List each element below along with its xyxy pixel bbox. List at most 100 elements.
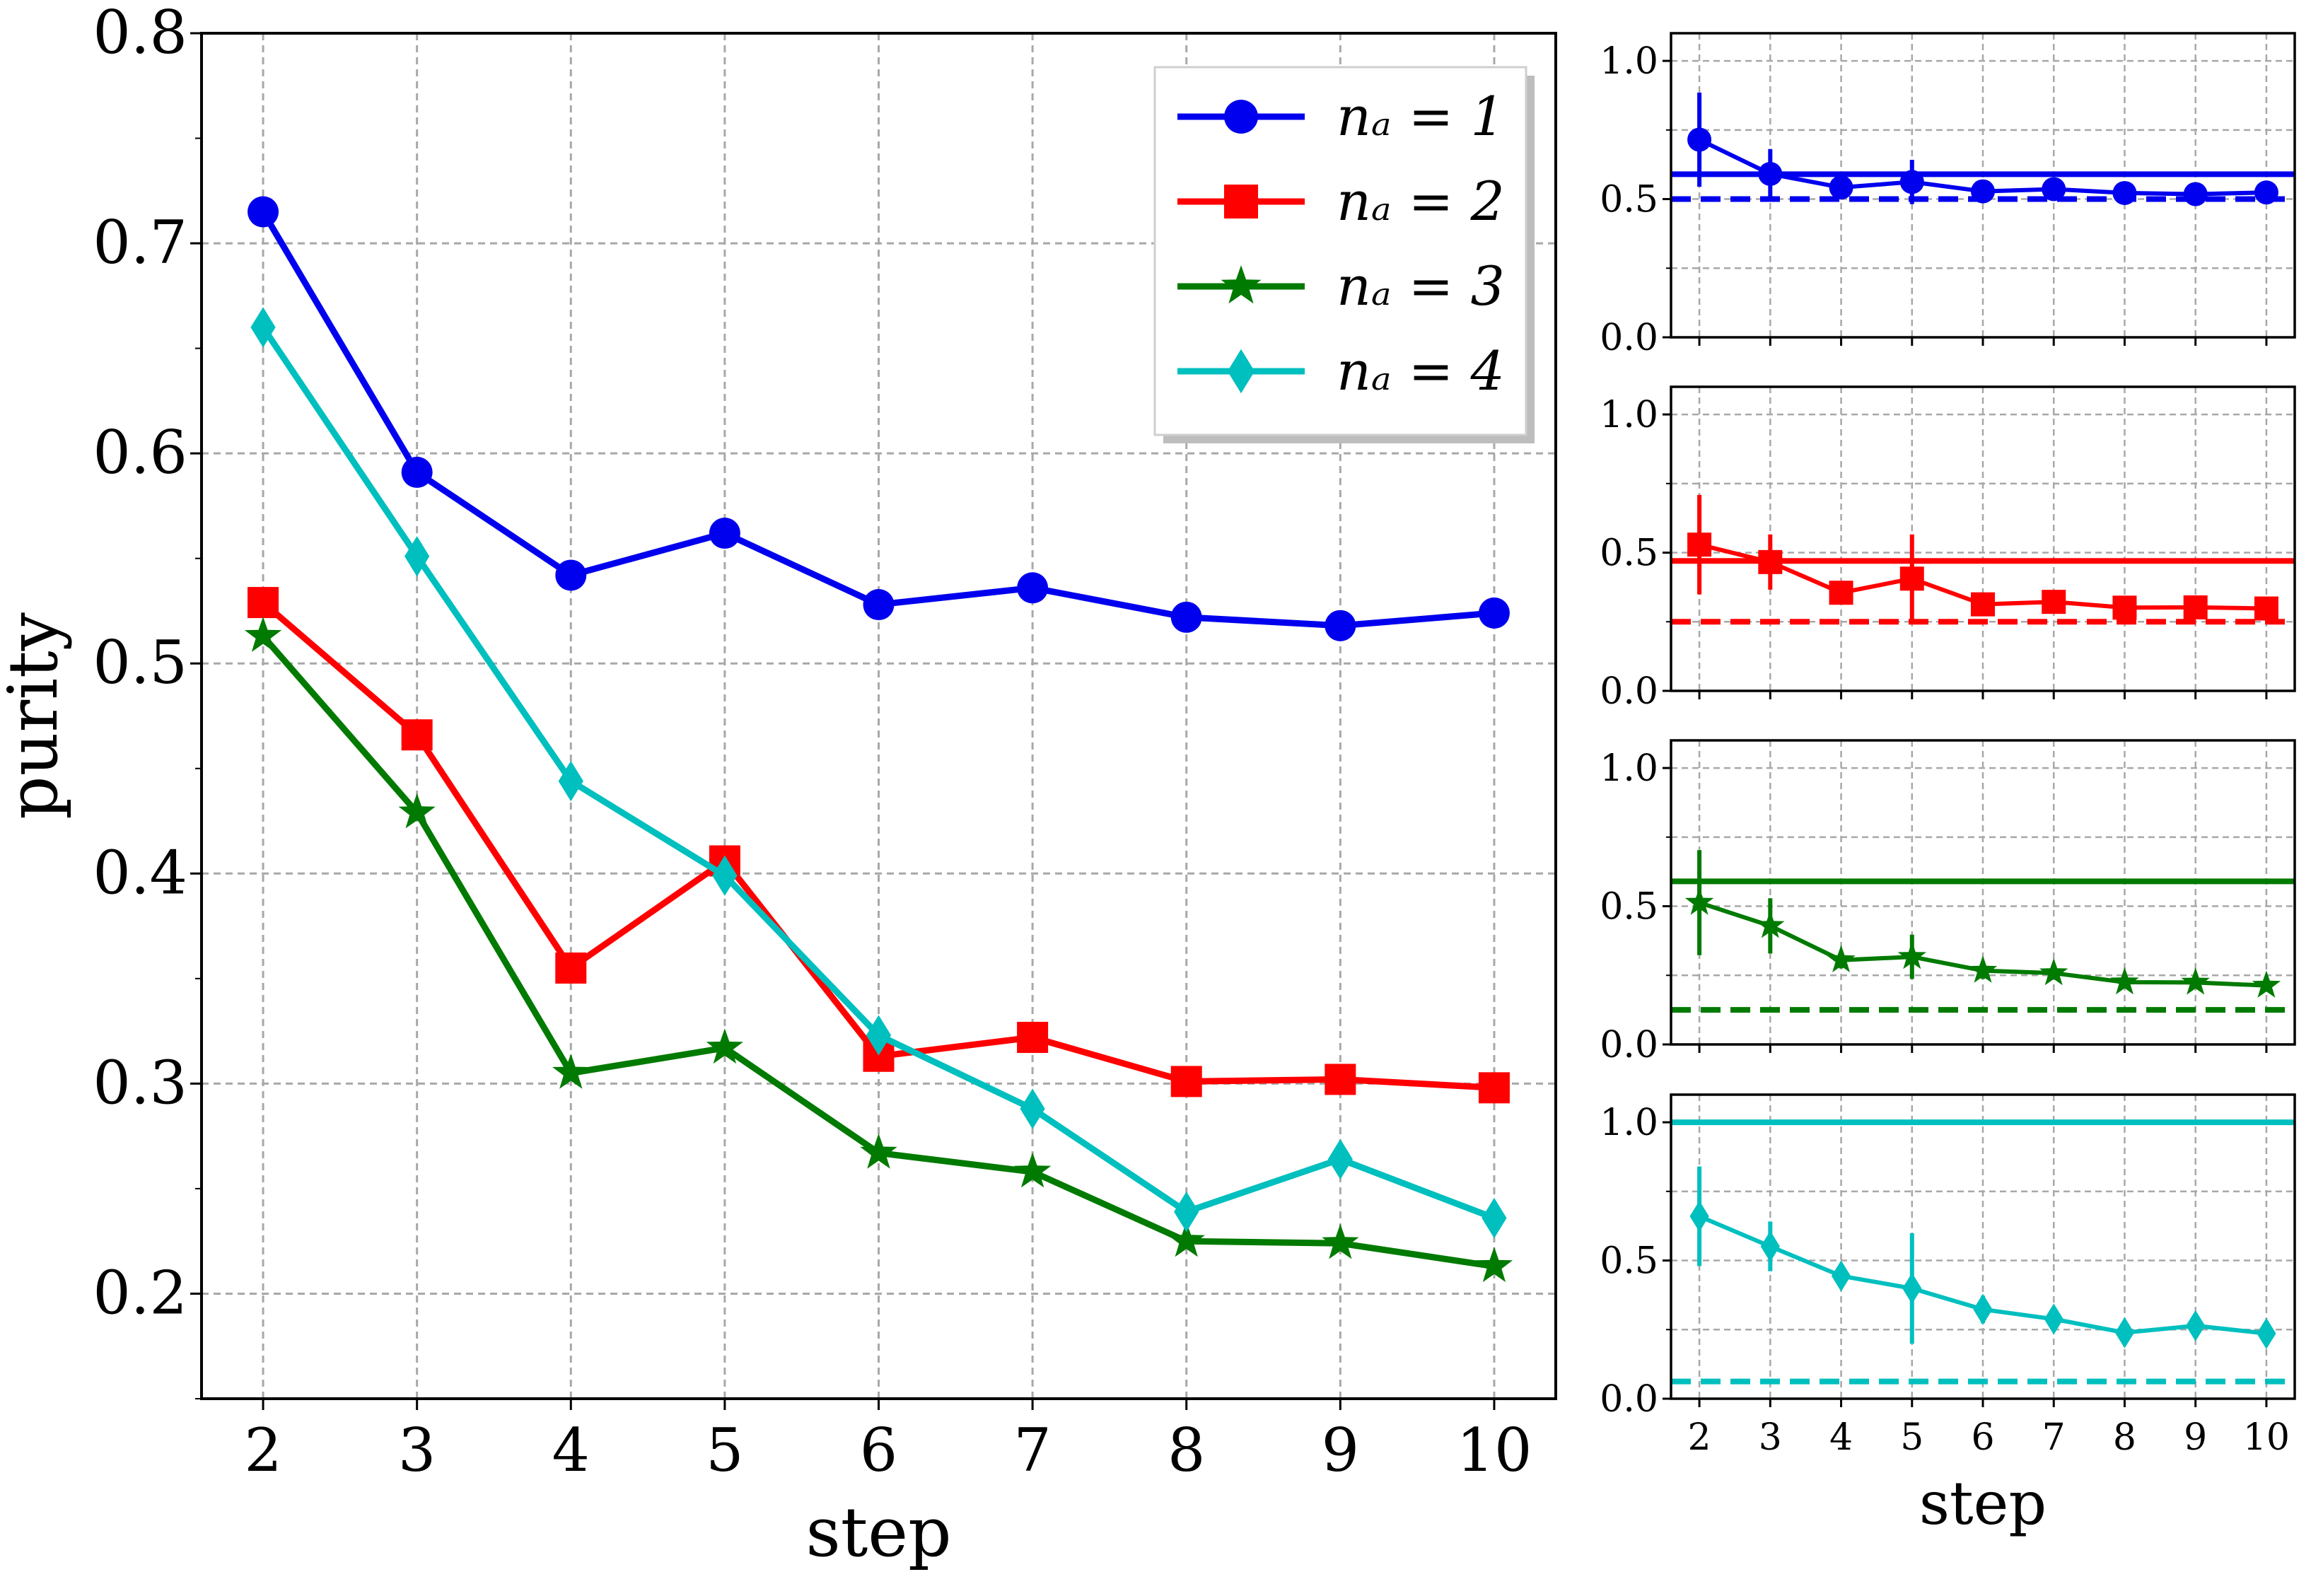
data-point — [863, 589, 895, 621]
data-point — [1758, 549, 1783, 574]
data-point — [1760, 1230, 1780, 1262]
data-point — [2183, 595, 2208, 619]
data-point — [709, 518, 740, 549]
y-tick-label: 0.7 — [93, 208, 187, 277]
legend-marker — [1224, 185, 1258, 219]
y-tick-label: 0.5 — [1600, 1240, 1658, 1283]
data-point — [1478, 1072, 1510, 1104]
data-point — [2042, 590, 2066, 614]
inset-grid — [1671, 387, 2295, 691]
data-point — [2112, 595, 2137, 620]
data-point — [1478, 597, 1510, 629]
x-axis-label: step — [1919, 1469, 2047, 1538]
y-tick-label: 0.5 — [1600, 886, 1658, 928]
main-plot: 2 3 4 5 6 7 8 9 10 0.2 0.3 0.4 0.5 0.6 0.7 0.8 step purit… — [0, 0, 1557, 1572]
inset-frame — [1670, 739, 2296, 1046]
data-point — [248, 196, 279, 228]
data-point — [1325, 610, 1356, 641]
x-tick-label: 5 — [1900, 1416, 1923, 1459]
data-point — [1170, 601, 1202, 633]
data-point — [1327, 1138, 1353, 1179]
x-tick-label: 8 — [1168, 1416, 1205, 1485]
data-point — [2039, 957, 2068, 986]
data-point — [404, 536, 430, 577]
legend-label: nₐ = 4 — [1337, 339, 1505, 402]
inset-2: 0.0 0.5 1.0 — [1600, 385, 2296, 713]
legend-item-3: nₐ = 3 — [1177, 255, 1505, 318]
x-tick-label: 3 — [1759, 1416, 1782, 1459]
x-tick-label: 7 — [1013, 1416, 1051, 1485]
x-tick-label: 9 — [1322, 1416, 1359, 1485]
data-point — [244, 617, 282, 652]
data-point — [2186, 1310, 2206, 1341]
data-point — [1756, 911, 1785, 938]
x-tick-label: 8 — [2113, 1416, 2136, 1459]
y-tick-label: 0.0 — [1600, 1378, 1658, 1421]
legend-label: nₐ = 1 — [1337, 85, 1505, 148]
data-point — [1687, 532, 1712, 557]
data-point — [2183, 182, 2208, 206]
main-frame — [200, 32, 1557, 1400]
data-point — [1899, 170, 1924, 194]
data-point — [558, 760, 583, 802]
data-point — [1017, 1022, 1049, 1054]
data-point — [1829, 175, 1853, 200]
data-point — [2044, 1303, 2063, 1335]
legend-item-2: nₐ = 2 — [1177, 170, 1505, 233]
y-tick-label: 0.0 — [1600, 670, 1658, 713]
data-point — [1174, 1192, 1199, 1233]
legend-item-1: nₐ = 1 — [1177, 85, 1505, 148]
data-point — [1899, 566, 1924, 591]
x-tick-label: 2 — [1688, 1416, 1711, 1459]
x-tick-label: 6 — [1971, 1416, 1994, 1459]
data-point — [2181, 967, 2210, 995]
data-point — [1971, 592, 1995, 617]
y-tick-label: 0.8 — [93, 0, 187, 67]
y-tick-label: 0.2 — [93, 1258, 187, 1327]
inset-frame — [1670, 1093, 2296, 1400]
series-3 — [244, 617, 1513, 1283]
data-point — [552, 1054, 590, 1089]
data-point — [2110, 967, 2139, 995]
inset-frame — [1670, 32, 2296, 339]
inset-3: 0.0 0.5 1.0 — [1600, 739, 2296, 1066]
series-2 — [248, 587, 1510, 1104]
data-point — [1684, 887, 1714, 915]
data-point — [2257, 1317, 2276, 1349]
x-tick-label: 10 — [2243, 1416, 2290, 1459]
y-tick-label: 1.0 — [1600, 1102, 1658, 1144]
data-point — [401, 456, 433, 488]
x-tick-label: 2 — [244, 1416, 281, 1485]
data-point — [2114, 1317, 2135, 1349]
data-point — [1322, 1223, 1359, 1259]
data-point — [1968, 955, 1998, 983]
inset-1: 0.0 0.5 1.0 — [1600, 32, 2296, 359]
y-tick-label: 1.0 — [1600, 747, 1658, 790]
y-axis-label: purity — [0, 612, 73, 820]
x-tick-label: 4 — [1829, 1416, 1853, 1459]
legend-item-4: nₐ = 4 — [1177, 339, 1505, 402]
data-point — [248, 587, 279, 619]
data-point — [1014, 1152, 1052, 1188]
data-point — [1831, 1260, 1851, 1292]
y-tick-label: 1.0 — [1600, 40, 1658, 83]
data-point — [555, 952, 587, 984]
data-point — [1020, 1088, 1045, 1129]
data-point — [1325, 1064, 1356, 1095]
data-point — [2252, 970, 2281, 998]
data-point — [712, 855, 738, 896]
x-tick-label: 5 — [706, 1416, 743, 1485]
y-tick-label: 0.0 — [1600, 317, 1658, 359]
series-4 — [250, 307, 1507, 1239]
data-point — [866, 1015, 892, 1056]
data-point — [1017, 572, 1049, 604]
data-point — [1973, 1293, 1993, 1325]
data-point — [1687, 127, 1712, 152]
x-tick-label: 9 — [2184, 1416, 2207, 1459]
y-tick-label: 0.3 — [93, 1048, 187, 1117]
data-point — [555, 559, 587, 591]
y-tick-label: 0.5 — [93, 628, 187, 697]
x-tick-label: 3 — [398, 1416, 436, 1485]
data-point — [1482, 1197, 1507, 1239]
